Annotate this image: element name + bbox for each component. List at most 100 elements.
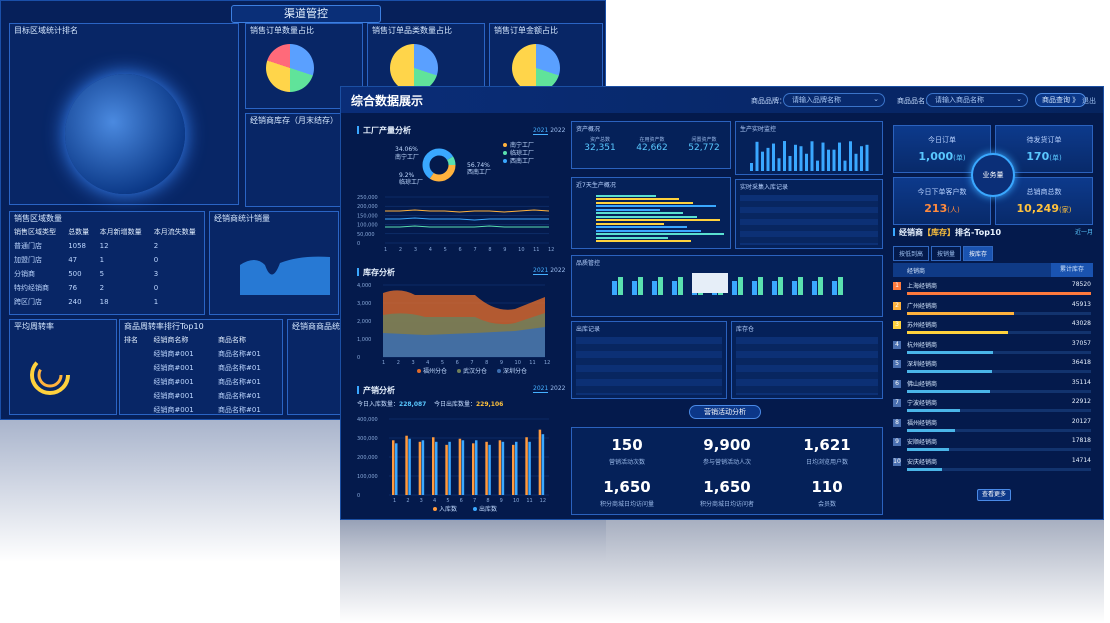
query-button[interactable]: 商品查询 》 bbox=[1035, 93, 1087, 107]
cell: 普通门店 bbox=[14, 242, 42, 250]
brand-select[interactable]: 请输入品牌名称 ⌄ bbox=[783, 93, 885, 107]
hbar bbox=[596, 195, 656, 197]
donut-label: 南宁工厂 bbox=[395, 153, 419, 161]
ranking-row[interactable]: 3 苏州经销商 43028 bbox=[893, 320, 1091, 340]
year-toggle[interactable]: 2021 2022 bbox=[533, 127, 566, 135]
bar-outbound bbox=[515, 441, 518, 495]
ranking-row[interactable]: 10 安庆经销商 14714 bbox=[893, 457, 1091, 477]
tab-sales[interactable]: 按销量 bbox=[931, 246, 962, 261]
monitor-bar bbox=[854, 153, 858, 171]
view-more-button[interactable]: 查看更多 bbox=[977, 489, 1011, 501]
legend-item: 西南工厂 bbox=[510, 157, 534, 165]
cell: 76 bbox=[68, 284, 78, 292]
donut-label: 西南工厂 bbox=[467, 168, 491, 176]
chevron-down-icon: ⌄ bbox=[1016, 95, 1022, 103]
year-2021-tab[interactable]: 2021 bbox=[533, 127, 549, 135]
dealer-value: 14714 bbox=[1071, 456, 1091, 464]
bar-outbound bbox=[395, 443, 398, 495]
table-header: 商品名称 bbox=[218, 336, 246, 344]
rank-bar-fill bbox=[907, 389, 990, 393]
ranking-row[interactable]: 8 福州经销商 20127 bbox=[893, 418, 1091, 438]
rank-number: 5 bbox=[893, 360, 901, 368]
x-tick-label: 3 bbox=[420, 498, 423, 504]
monitor-bar bbox=[827, 149, 830, 171]
table-header: 总数量 bbox=[68, 228, 90, 236]
monitor-bar bbox=[860, 146, 863, 171]
stat-label: 闲置资产数 bbox=[691, 137, 717, 143]
stat-label: 积分商城日均访问者 bbox=[699, 501, 754, 508]
year-toggle[interactable]: 2021 2022 bbox=[533, 267, 566, 275]
rank-bar-fill bbox=[907, 409, 961, 412]
dealer-name: 安庆经销商 bbox=[907, 458, 938, 466]
rank-number: 4 bbox=[893, 340, 901, 349]
ranking-row[interactable]: 1 上海经销商 78520 bbox=[893, 281, 1091, 301]
tab-inventory[interactable]: 按库存 bbox=[963, 246, 994, 261]
year-toggle[interactable]: 2021 2022 bbox=[533, 385, 566, 393]
y-tick-label: 0 bbox=[357, 241, 360, 247]
ranking-row[interactable]: 6 佛山经销商 35114 bbox=[893, 379, 1091, 399]
product-label: 商品品名： bbox=[897, 97, 932, 105]
bar-outbound bbox=[488, 444, 491, 495]
cell: 加盟门店 bbox=[14, 256, 42, 264]
rank-number: 6 bbox=[893, 379, 901, 388]
product-select[interactable]: 请输入商品名称 ⌄ bbox=[926, 93, 1028, 107]
year-2021-tab[interactable]: 2021 bbox=[533, 385, 549, 393]
ranking-row[interactable]: 5 深圳经销商 36418 bbox=[893, 359, 1091, 379]
rank-bar-track bbox=[907, 409, 1091, 412]
rank-bar-fill bbox=[907, 350, 994, 354]
panel-heading: 经销商统计销量 bbox=[214, 214, 270, 223]
legend-dot bbox=[503, 143, 507, 147]
top10-table: 排名 经销商名称 商品名称 经销商#001 商品名称#01 经销商#001 商品名称#0… bbox=[120, 333, 282, 417]
quality-bar bbox=[812, 281, 817, 295]
cell: 商品名称#01 bbox=[218, 378, 261, 386]
marketing-panel: 150 营销活动次数 9,900 参与营销活动人次 1,621 日均浏览用户数 1,6… bbox=[571, 427, 883, 515]
y-tick-label: 0 bbox=[357, 493, 360, 499]
ranking-row[interactable]: 9 安顺经销商 17818 bbox=[893, 437, 1091, 457]
bar-inbound bbox=[418, 441, 422, 495]
outbound-value: 229,106 bbox=[476, 401, 504, 408]
table-row: 分销商 500 5 3 bbox=[10, 267, 204, 281]
store-panel: 库存仓 bbox=[731, 321, 883, 399]
year-2022-tab[interactable]: 2022 bbox=[550, 385, 566, 392]
cell: 2 bbox=[99, 284, 105, 292]
panel-heading: 品质管控 bbox=[576, 260, 601, 267]
hbar bbox=[596, 223, 664, 225]
cell: 240 bbox=[68, 298, 82, 306]
stat-label: 参与营销活动人次 bbox=[702, 459, 751, 466]
rank-bar-fill bbox=[907, 311, 1014, 315]
dealer-name: 上海经销商 bbox=[907, 283, 938, 290]
table-row: 跨区门店 240 18 1 bbox=[10, 295, 204, 309]
y-tick-label: 200,000 bbox=[357, 204, 378, 210]
stat-value: 1,650 bbox=[703, 478, 751, 496]
table-header: 销售区域类型 bbox=[14, 228, 56, 236]
x-tick-label: 6 bbox=[460, 498, 463, 504]
year-2021-tab[interactable]: 2021 bbox=[533, 267, 549, 275]
ranking-title-highlight: 【库存】 bbox=[923, 228, 955, 237]
table-header: 本月流失数量 bbox=[153, 228, 196, 236]
x-tick-label: 6 bbox=[459, 247, 462, 251]
region-rank-panel: 目标区域统计排名 bbox=[9, 23, 239, 205]
ranking-row[interactable]: 4 杭州经销商 37057 bbox=[893, 340, 1091, 360]
inbound-value: 228,087 bbox=[399, 401, 427, 408]
ranking-period-link[interactable]: 近一月 bbox=[1075, 229, 1094, 236]
hbar bbox=[596, 233, 724, 235]
table-header: 经销商名称 bbox=[153, 336, 189, 344]
cell: 特约经销商 bbox=[14, 284, 49, 292]
rank-bar-fill bbox=[907, 292, 1091, 295]
panel-heading: 出库记录 bbox=[576, 326, 601, 333]
rank-number: 7 bbox=[893, 399, 901, 407]
asset-panel: 资产概况 资产总数 32,351 在用资产数 42,662 闲置资产数 52,772 bbox=[571, 121, 731, 169]
year-2022-tab[interactable]: 2022 bbox=[550, 127, 566, 134]
tab-low-to-high[interactable]: 按低到高 bbox=[893, 246, 930, 261]
panel-heading: 生产实时监控 bbox=[740, 126, 777, 133]
kpi-value: 170 bbox=[1026, 150, 1050, 163]
year-2022-tab[interactable]: 2022 bbox=[550, 267, 566, 274]
realtime-panel: 实时采集入库记录 bbox=[735, 179, 883, 249]
back-button[interactable]: 退出 bbox=[1082, 97, 1096, 105]
y-tick-label: 250,000 bbox=[357, 195, 378, 201]
ranking-row[interactable]: 7 宁波经销商 22912 bbox=[893, 398, 1091, 418]
monitor-bar bbox=[816, 160, 819, 171]
quality-bar bbox=[732, 281, 737, 295]
ranking-row[interactable]: 2 广州经销商 45913 bbox=[893, 301, 1091, 321]
